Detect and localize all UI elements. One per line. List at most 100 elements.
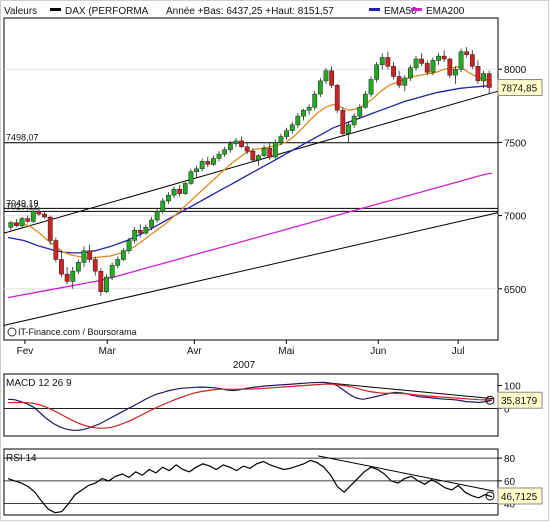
candle-body (391, 66, 396, 77)
price-y-tick-label: 6500 (504, 285, 527, 296)
candle-body (239, 140, 244, 148)
candle-body (199, 161, 205, 169)
candle-body (92, 259, 98, 272)
macd-panel: MACD 12 26 9 0 100 35,8179 (3, 373, 543, 437)
candle-body (137, 229, 143, 234)
candle-body (42, 213, 47, 218)
candle-body (402, 77, 408, 86)
price-trendline (3, 212, 499, 326)
candle-body (430, 60, 436, 73)
candle-body (30, 210, 36, 222)
candle-body (256, 155, 261, 161)
ema200-legend-label: EMA200 (426, 6, 465, 17)
candle-body (346, 124, 351, 134)
candle-body (8, 222, 14, 228)
rsi-gridlines (4, 457, 498, 505)
candle-body (419, 58, 425, 64)
candle-body (486, 73, 492, 88)
price-candles (8, 46, 492, 297)
candle-body (374, 64, 380, 80)
candle-body (154, 210, 160, 221)
candle-body (47, 216, 53, 241)
ema50-legend-label: EMA50 (384, 6, 417, 17)
candle-body (70, 270, 76, 282)
price-level-label: 7029,12 (6, 201, 39, 211)
candle-body (295, 115, 301, 126)
price-level-label: 7049,19 (6, 198, 39, 208)
rsi-panel-border (3, 448, 499, 516)
header-prefix: Valeurs (4, 6, 37, 17)
candle-body (109, 265, 115, 278)
x-tick-label: Jul (452, 346, 465, 357)
candle-body (149, 219, 154, 228)
macd-series-1-path (7, 381, 493, 431)
price-y-tick-label: 8000 (504, 65, 527, 76)
year-label: 2007 (233, 360, 256, 371)
candle-body (357, 107, 363, 117)
price-last-value-box (497, 79, 543, 97)
macd-trendline (325, 382, 495, 400)
candle-body (81, 250, 87, 263)
candle-body (120, 250, 126, 260)
x-tick-label: Fev (17, 346, 34, 357)
candle-body (14, 222, 19, 227)
macd-y-tick-label: 0 (504, 404, 510, 415)
candle-body (447, 58, 453, 76)
candle-body (143, 227, 149, 234)
candle-body (301, 109, 306, 117)
candle-body (19, 218, 25, 227)
candle-body (227, 143, 233, 151)
macd-last-value-box (497, 391, 543, 409)
candle-body (132, 229, 138, 241)
price-last-value: 7874,85 (497, 79, 543, 97)
rsi-trendline-path (317, 455, 495, 492)
candle-body (104, 276, 109, 292)
rsi-last-value-label: 46,7125 (501, 492, 538, 503)
candle-body (368, 79, 374, 95)
macd-series-2-path (7, 383, 492, 429)
price-trendline (3, 90, 499, 234)
dax-legend-swatch (50, 8, 61, 11)
candle-body (216, 153, 222, 159)
watermark: IT-Finance.com / Boursorama (7, 327, 137, 337)
candle-body (441, 55, 447, 60)
instrument-label: DAX (PERFORMA (65, 6, 149, 17)
price-level-label: 7498,07 (6, 133, 39, 143)
rsi-series-1-path (7, 459, 493, 514)
candle-body (244, 146, 250, 152)
candle-body (284, 130, 289, 137)
macd-panel-border (3, 373, 499, 437)
macd-last-value: 35,8179 (485, 391, 543, 409)
candle-body (458, 51, 464, 70)
macd-series-lines (7, 381, 493, 431)
rsi-last-value-marker (485, 491, 495, 501)
candle-body (323, 70, 329, 82)
price-trendlines (3, 90, 499, 326)
candle-body (436, 55, 441, 61)
candle-body (250, 150, 256, 161)
x-tick-label: Avr (187, 346, 202, 357)
x-tick-label: Mar (99, 346, 117, 357)
x-axis: Fev Mar Avr Mai Jun Jul (17, 340, 465, 357)
candle-body (475, 66, 481, 82)
candle-body (464, 51, 470, 55)
candle-body (98, 270, 104, 292)
candle-body (75, 262, 81, 272)
candle-body (312, 93, 318, 108)
candle-body (53, 240, 59, 260)
ema200-legend-swatch (411, 8, 422, 11)
rsi-last-value-box (497, 487, 543, 505)
candle-body (278, 136, 284, 143)
price-y-axis: 6500 7000 7500 8000 (498, 65, 527, 296)
rsi-last-value: 46,7125 (485, 487, 543, 505)
candle-body (171, 188, 177, 196)
candle-body (267, 148, 273, 158)
candle-body (36, 210, 42, 215)
x-tick-label: Jun (370, 346, 386, 357)
candle-body (396, 76, 402, 86)
candle-body (233, 140, 239, 145)
